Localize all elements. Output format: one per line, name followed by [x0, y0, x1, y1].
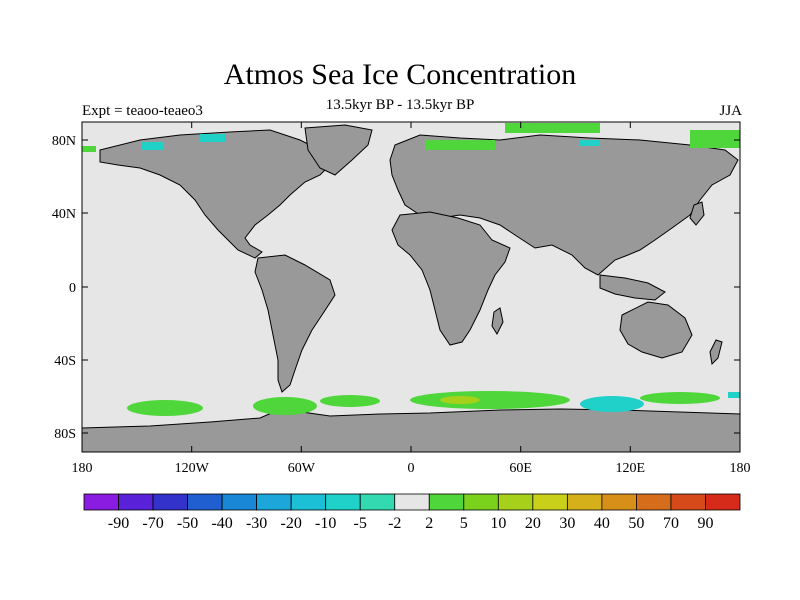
colorbar-box	[601, 493, 637, 511]
colorbar-label: 20	[525, 515, 541, 532]
land-greenland	[304, 124, 373, 176]
colorbar-box	[83, 493, 119, 511]
colorbar-label: 30	[559, 515, 575, 532]
ice-patch-south-green-3	[320, 395, 380, 407]
land-africa	[391, 211, 511, 346]
land-madagascar	[491, 307, 504, 336]
colorbar-label: -10	[315, 515, 336, 532]
colorbar-box	[290, 493, 327, 511]
colorbar-box	[221, 493, 258, 511]
colorbar-box	[359, 493, 396, 511]
ice-patch-south-cyan-2	[728, 392, 740, 398]
ice-difference-patches	[82, 123, 740, 416]
colorbar-label: -30	[246, 515, 267, 532]
ice-patch-arctic-cyan-2	[142, 142, 164, 150]
x-tick-label: 60W	[288, 461, 316, 476]
colorbar-label: 70	[663, 515, 679, 532]
colorbar-box	[705, 493, 741, 511]
colorbar-label: 5	[460, 515, 468, 532]
land-north-america	[99, 129, 331, 259]
ice-patch-arctic-cyan-3	[580, 140, 600, 146]
y-tick-labels: 80N 40N 0 40S 80S	[52, 134, 76, 442]
colorbar-label: -50	[177, 515, 198, 532]
y-tick-label: 80S	[54, 427, 76, 442]
ice-patch-arctic-green-1	[505, 123, 600, 133]
colorbar-label: 90	[697, 515, 713, 532]
x-tick-label: 0	[408, 461, 415, 476]
y-tick-label: 40N	[52, 207, 76, 222]
ice-patch-south-cyan	[580, 396, 644, 412]
colorbar: -90 -70 -50 -40 -30 -20 -10 -5 -2 2 5 10 20 30 40 50 70 9…	[83, 493, 741, 532]
colorbar-label: -2	[388, 515, 401, 532]
colorbar-box	[566, 493, 603, 511]
ice-patch-south-green-1	[127, 400, 203, 416]
land-japan	[689, 201, 705, 226]
ice-patch-arctic-green-4	[82, 146, 96, 152]
land-south-america	[254, 254, 336, 393]
ice-patch-south-yellow	[440, 396, 480, 404]
colorbar-box	[670, 493, 706, 511]
ice-patch-arctic-cyan-1	[200, 134, 225, 142]
colorbar-label: -90	[108, 515, 129, 532]
x-tick-label: 180	[72, 461, 93, 476]
x-tick-label: 60E	[509, 461, 532, 476]
map-panel	[81, 121, 741, 453]
colorbar-label: -70	[142, 515, 163, 532]
colorbar-box	[497, 493, 534, 511]
x-tick-label: 120E	[616, 461, 646, 476]
ice-patch-south-green-2	[253, 397, 317, 415]
axis-ticks	[81, 122, 741, 452]
land-australia	[619, 301, 693, 359]
colorbar-label: 2	[425, 515, 433, 532]
x-tick-label: 120W	[175, 461, 210, 476]
colorbar-label: 40	[594, 515, 610, 532]
colorbar-label: -20	[280, 515, 301, 532]
ice-patch-arctic-green-2	[425, 140, 495, 150]
map-subtitle: 13.5kyr BP - 13.5kyr BP	[325, 97, 475, 113]
x-tick-label: 180	[730, 461, 751, 476]
land-masses	[81, 124, 741, 453]
colorbar-label: -40	[211, 515, 232, 532]
colorbar-label: 10	[490, 515, 506, 532]
colorbar-box	[152, 493, 188, 511]
land-maritime-asia	[599, 274, 666, 301]
land-new-zealand	[709, 339, 723, 366]
colorbar-box	[118, 493, 154, 511]
colorbar-box	[325, 493, 361, 511]
ice-patch-south-green-4	[410, 391, 570, 409]
ice-patch-arctic-green-3	[690, 130, 740, 148]
colorbar-label: -5	[354, 515, 367, 532]
y-tick-label: 80N	[52, 134, 76, 149]
colorbar-label: 50	[628, 515, 644, 532]
season-label: JJA	[719, 103, 742, 119]
colorbar-box	[532, 493, 568, 511]
map-title: Atmos Sea Ice Concentration	[223, 58, 577, 91]
colorbar-box	[394, 493, 430, 511]
colorbar-box	[428, 493, 465, 511]
y-tick-label: 0	[69, 281, 76, 296]
colorbar-box	[187, 493, 223, 511]
y-tick-label: 40S	[54, 354, 76, 369]
ice-patch-south-green-5	[640, 392, 720, 404]
colorbar-box	[463, 493, 499, 511]
x-tick-labels: 180 120W 60W 0 60E 120E 180	[72, 461, 751, 476]
experiment-label: Expt = teaoo-teaeo3	[82, 103, 203, 119]
colorbar-box	[636, 493, 672, 511]
colorbar-box	[256, 493, 292, 511]
